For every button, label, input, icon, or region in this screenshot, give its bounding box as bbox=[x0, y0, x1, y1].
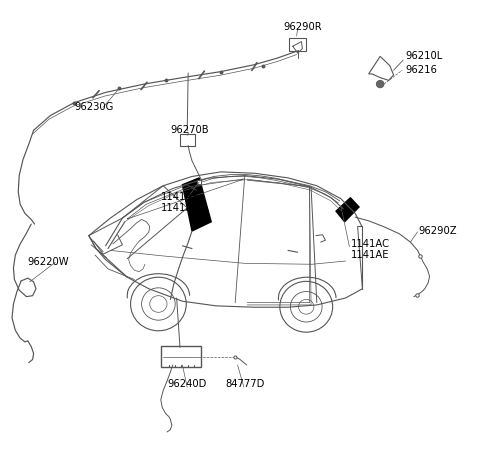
Polygon shape bbox=[182, 178, 211, 231]
FancyBboxPatch shape bbox=[180, 134, 195, 146]
Text: 96290Z: 96290Z bbox=[419, 226, 457, 236]
FancyBboxPatch shape bbox=[289, 38, 306, 51]
Text: 96220W: 96220W bbox=[28, 257, 70, 267]
Circle shape bbox=[376, 80, 384, 88]
Text: 1141AC: 1141AC bbox=[161, 203, 200, 213]
Text: 96216: 96216 bbox=[406, 65, 437, 75]
Polygon shape bbox=[369, 56, 394, 80]
Text: 96210L: 96210L bbox=[406, 51, 443, 61]
Polygon shape bbox=[336, 198, 359, 222]
Text: 1141AE: 1141AE bbox=[350, 250, 389, 260]
Text: 1141AC: 1141AC bbox=[350, 239, 389, 249]
Text: 96270B: 96270B bbox=[170, 125, 209, 135]
Text: 84777D: 84777D bbox=[225, 379, 264, 389]
Text: 96230G: 96230G bbox=[74, 102, 114, 112]
Text: 96290R: 96290R bbox=[283, 22, 322, 32]
Text: 1141AE: 1141AE bbox=[161, 192, 199, 202]
Text: 96240D: 96240D bbox=[168, 379, 207, 389]
FancyBboxPatch shape bbox=[161, 346, 201, 367]
